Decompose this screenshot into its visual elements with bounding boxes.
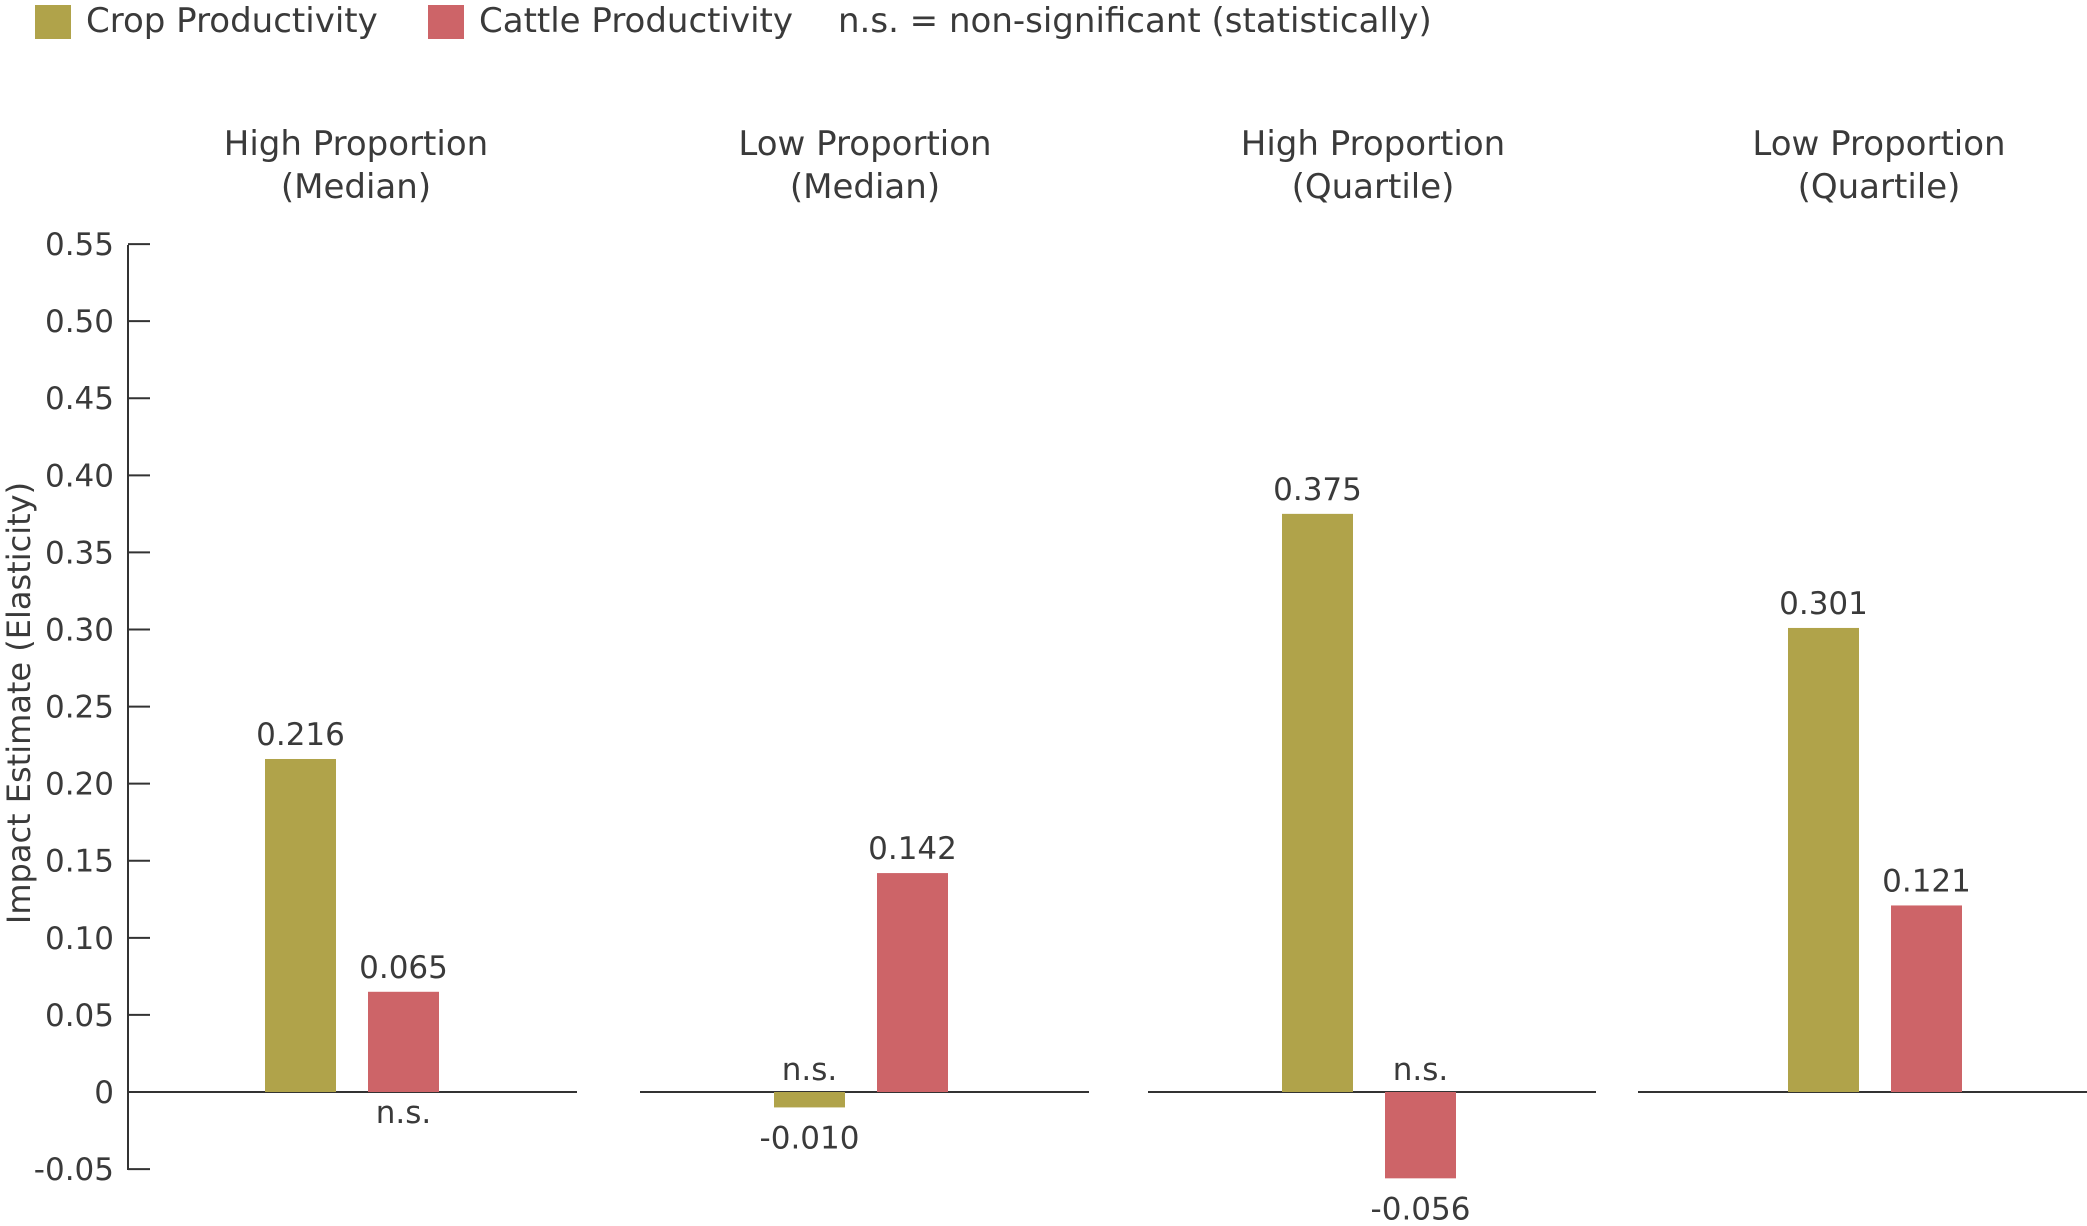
legend-label-cattle: Cattle Productivity: [479, 1, 793, 41]
group-title-line1: Low Proportion: [1752, 124, 2005, 164]
data-label: 0.216: [256, 717, 345, 753]
y-tick-label: 0.30: [45, 612, 114, 648]
group-title-line2: (Quartile): [1292, 167, 1455, 207]
bar-crop: [1282, 513, 1353, 1092]
bar-group: High Proportion(Quartile) 0.375 -0.056 n.s.: [1148, 124, 1596, 1226]
y-tick-label: 0: [94, 1075, 114, 1111]
data-label: 0.375: [1273, 472, 1362, 508]
group-title-line2: (Median): [790, 167, 940, 207]
data-label: 0.142: [868, 831, 957, 867]
y-tick-label: 0.45: [45, 381, 114, 417]
y-tick-label: 0.25: [45, 690, 114, 726]
data-label: -0.010: [760, 1120, 860, 1156]
data-label: -0.056: [1371, 1191, 1471, 1226]
legend-swatch-cattle: [428, 5, 464, 39]
y-tick-label: 0.20: [45, 767, 114, 803]
ns-label: n.s.: [782, 1052, 838, 1088]
legend-swatch-crop: [35, 5, 71, 39]
bar-group: Low Proportion(Quartile) 0.301 0.121: [1638, 124, 2087, 1093]
y-tick-label: -0.05: [34, 1152, 114, 1188]
y-tick-label: 0.10: [45, 921, 114, 957]
data-label: 0.121: [1882, 863, 1971, 899]
group-title-line1: High Proportion: [1241, 124, 1505, 164]
bar-cattle: [1891, 905, 1962, 1092]
y-tick-label: 0.15: [45, 844, 114, 880]
y-axis-label: Impact Estimate (Elasticity): [0, 482, 38, 924]
legend-note: n.s. = non-significant (statistically): [838, 1, 1432, 41]
bar-cattle: [877, 873, 948, 1092]
data-label: 0.301: [1779, 586, 1868, 622]
y-ticks: 0.55 0.50 0.45 0.40 0.35 0.30 0.25 0.20 0.15 0.10…: [34, 227, 150, 1188]
y-tick-label: 0.50: [45, 304, 114, 340]
bar-cattle: [1385, 1092, 1456, 1179]
group-title-line1: Low Proportion: [738, 124, 991, 164]
y-tick-label: 0.55: [45, 227, 114, 263]
group-title-line1: High Proportion: [224, 124, 488, 164]
bar-group: Low Proportion(Median) -0.010 n.s. 0.142: [640, 124, 1089, 1156]
bar-crop: [774, 1092, 845, 1108]
legend: Crop Productivity Cattle Productivity n.…: [35, 1, 1432, 41]
bar-cattle: [368, 991, 439, 1092]
bar-group: High Proportion(Median) 0.216 0.065 n.s.: [128, 124, 577, 1131]
bar-crop: [1788, 627, 1859, 1092]
group-title-line2: (Median): [281, 167, 431, 207]
bar-groups: High Proportion(Median)0.2160.065n.s.Low…: [128, 124, 2087, 1226]
bar-crop: [265, 758, 336, 1092]
legend-label-crop: Crop Productivity: [86, 1, 378, 41]
y-tick-label: 0.40: [45, 458, 114, 494]
ns-label: n.s.: [1393, 1052, 1449, 1088]
group-title-line2: (Quartile): [1798, 167, 1961, 207]
ns-label: n.s.: [376, 1095, 432, 1131]
y-tick-label: 0.35: [45, 535, 114, 571]
data-label: 0.065: [359, 950, 448, 986]
y-tick-label: 0.05: [45, 998, 114, 1034]
